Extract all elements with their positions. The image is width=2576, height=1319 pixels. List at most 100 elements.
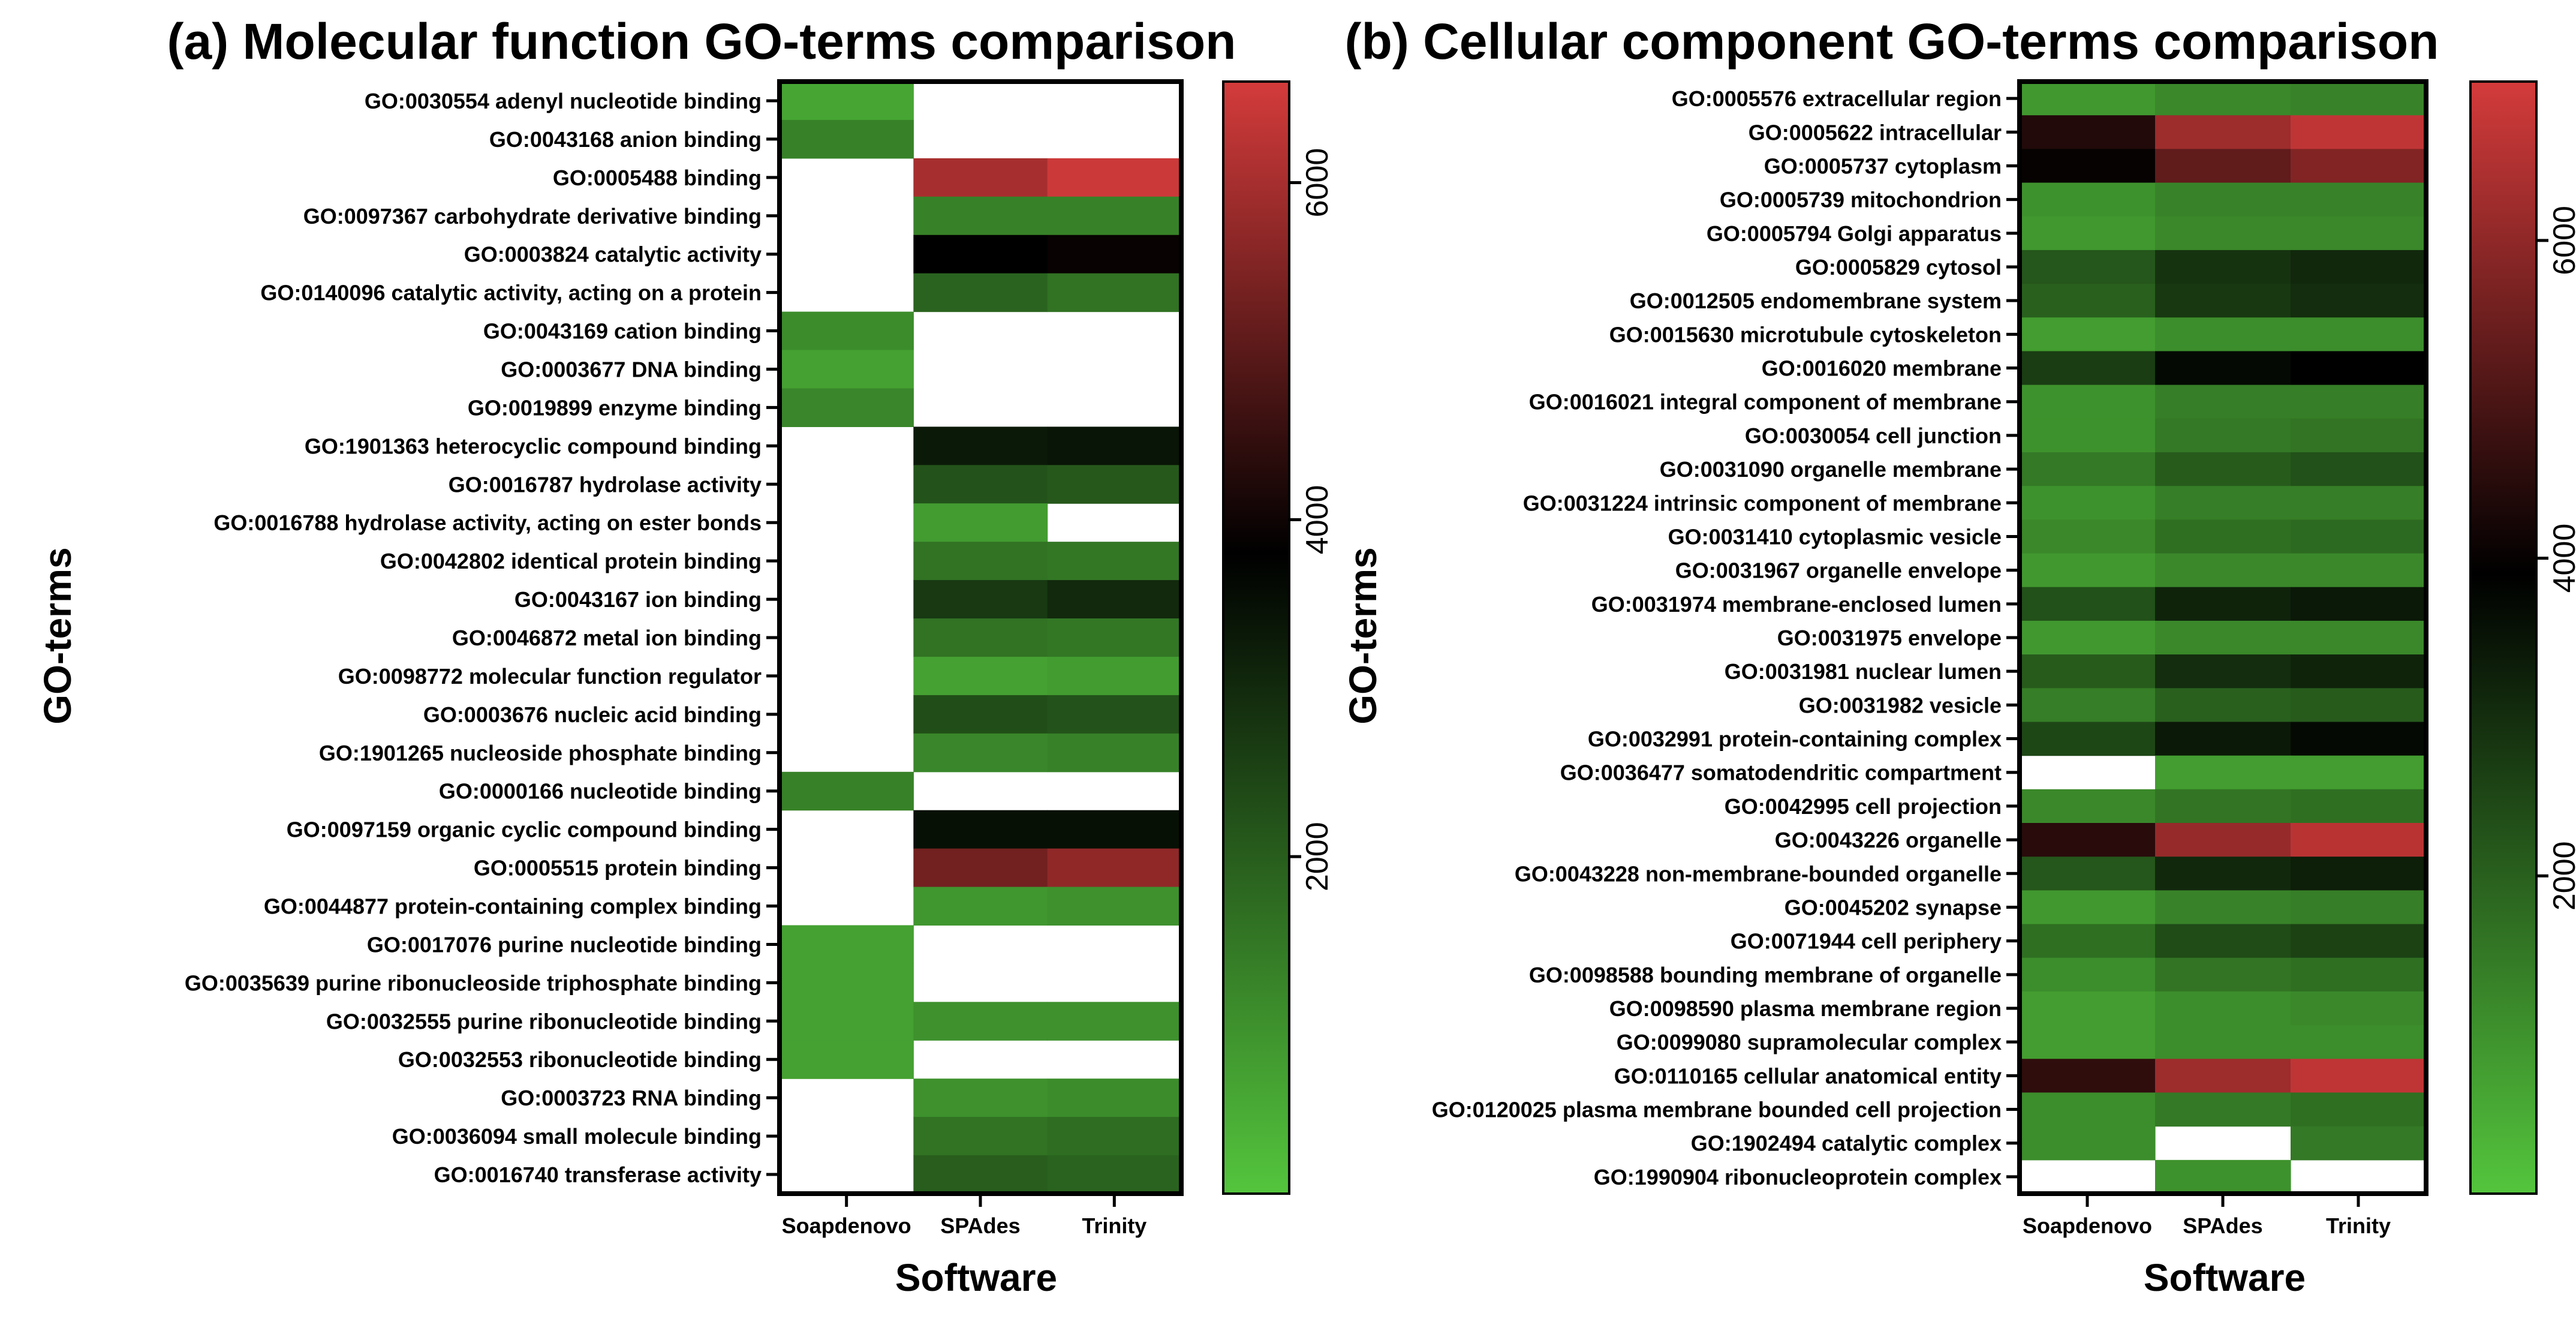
heatmap-cell bbox=[2155, 1059, 2291, 1093]
heatmap-cell bbox=[913, 810, 1048, 849]
heatmap-cell bbox=[780, 1002, 914, 1041]
row-label: GO:0016021 integral component of membran… bbox=[1529, 390, 2002, 414]
heatmap-cell bbox=[913, 273, 1048, 313]
heatmap-cell bbox=[2155, 486, 2291, 520]
heatmap-cell bbox=[2020, 991, 2156, 1026]
heatmap-cell bbox=[2155, 149, 2291, 184]
colorbar-tick-label: 4000 bbox=[1300, 485, 1335, 555]
heatmap-cell bbox=[2020, 486, 2156, 520]
heatmap-cell bbox=[2291, 924, 2427, 959]
heatmap-cell bbox=[913, 542, 1048, 581]
column-label: SPAdes bbox=[2183, 1213, 2262, 1238]
panel-b: (b) Cellular component GO-terms comparis… bbox=[1341, 13, 2576, 1299]
heatmap-cell bbox=[2020, 722, 2156, 756]
heatmap-cell bbox=[780, 388, 914, 427]
heatmap-cell bbox=[2291, 587, 2427, 621]
heatmap-cell bbox=[2155, 789, 2291, 824]
heatmap-cell bbox=[2291, 688, 2427, 723]
column-label: Trinity bbox=[1082, 1213, 1146, 1238]
colorbar-gradient bbox=[1223, 82, 1289, 1194]
heatmap-cell bbox=[2020, 519, 2156, 554]
row-label: GO:1901363 heterocyclic compound binding bbox=[305, 434, 762, 458]
heatmap-cell bbox=[2291, 149, 2427, 184]
heatmap-cell bbox=[2020, 587, 2156, 621]
heatmap-cell bbox=[1047, 1117, 1182, 1156]
row-label: GO:0071944 cell periphery bbox=[1731, 929, 2002, 954]
heatmap-cell bbox=[2291, 250, 2427, 284]
heatmap-cell bbox=[2155, 250, 2291, 284]
heatmap-cell bbox=[2291, 857, 2427, 891]
heatmap-cell bbox=[2291, 284, 2427, 318]
heatmap-cell bbox=[913, 196, 1048, 236]
row-label: GO:0042995 cell projection bbox=[1725, 794, 2002, 819]
heatmap-cell bbox=[2291, 115, 2427, 149]
row-label: GO:0005576 extracellular region bbox=[1672, 86, 2002, 111]
panel-a-title: (a) Molecular function GO-terms comparis… bbox=[167, 13, 1236, 70]
heatmap-cell bbox=[2020, 250, 2156, 284]
row-label: GO:0003824 catalytic activity bbox=[464, 242, 762, 267]
row-label: GO:1902494 catalytic complex bbox=[1691, 1131, 2002, 1156]
heatmap-cell bbox=[2020, 149, 2156, 184]
heatmap-cell bbox=[2291, 418, 2427, 453]
row-label: GO:0005488 binding bbox=[553, 166, 762, 190]
row-label: GO:0032991 protein-containing complex bbox=[1588, 727, 2002, 752]
heatmap-cell bbox=[780, 925, 914, 965]
heatmap-cell bbox=[2291, 957, 2427, 992]
heatmap-cell bbox=[2155, 115, 2291, 149]
heatmap-cell bbox=[913, 1002, 1048, 1041]
row-label: GO:0120025 plasma membrane bounded cell … bbox=[1432, 1098, 2002, 1122]
row-label: GO:0005737 cytoplasm bbox=[1764, 154, 2002, 178]
panel-b-xlabel: Software bbox=[2144, 1256, 2306, 1299]
heatmap-cell bbox=[2020, 1092, 2156, 1127]
heatmap-cell bbox=[2291, 384, 2427, 419]
heatmap-cell bbox=[2155, 452, 2291, 486]
heatmap-cell bbox=[2020, 1025, 2156, 1059]
heatmap-cell bbox=[913, 580, 1048, 619]
heatmap-cell bbox=[2020, 789, 2156, 824]
row-label: GO:0098588 bounding membrane of organell… bbox=[1529, 963, 2002, 987]
row-label: GO:0016740 transferase activity bbox=[434, 1162, 762, 1187]
heatmap-cell bbox=[913, 1117, 1048, 1156]
heatmap-cell bbox=[2155, 1025, 2291, 1059]
row-label: GO:0036094 small molecule binding bbox=[392, 1124, 762, 1149]
row-label: GO:0110165 cellular anatomical entity bbox=[1614, 1063, 2002, 1088]
heatmap-cell bbox=[2155, 384, 2291, 419]
heatmap-cell bbox=[780, 350, 914, 389]
heatmap-cell bbox=[913, 426, 1048, 465]
heatmap-cell bbox=[1047, 848, 1182, 888]
row-label: GO:0016788 hydrolase activity, acting on… bbox=[213, 510, 762, 535]
heatmap-cell bbox=[2155, 755, 2291, 790]
colorbar-frame bbox=[2469, 80, 2538, 1195]
heatmap-cell bbox=[2020, 857, 2156, 891]
heatmap-cell bbox=[1047, 542, 1182, 581]
row-label: GO:0016020 membrane bbox=[1762, 356, 2002, 381]
heatmap-cell bbox=[2291, 1126, 2427, 1161]
heatmap-cell bbox=[2291, 182, 2427, 217]
heatmap-cell bbox=[2155, 587, 2291, 621]
heatmap-cell bbox=[2291, 452, 2427, 486]
row-label: GO:0045202 synapse bbox=[1784, 895, 2002, 920]
heatmap-cell bbox=[2020, 957, 2156, 992]
heatmap-cell bbox=[780, 1040, 914, 1079]
heatmap-cell bbox=[2020, 452, 2156, 486]
column-label: Soapdenovo bbox=[2023, 1213, 2152, 1238]
heatmap-cell bbox=[780, 771, 914, 811]
heatmap-cell bbox=[913, 465, 1048, 504]
row-label: GO:0005794 Golgi apparatus bbox=[1707, 221, 2002, 246]
row-label: GO:0005515 protein binding bbox=[474, 856, 762, 881]
row-label: GO:0031982 vesicle bbox=[1799, 693, 2002, 717]
heatmap-cell bbox=[780, 963, 914, 1002]
heatmap-cell bbox=[2291, 755, 2427, 790]
row-label: GO:0097159 organic cyclic compound bindi… bbox=[287, 818, 762, 842]
heatmap-cell bbox=[2020, 553, 2156, 588]
heatmap-cell bbox=[2155, 654, 2291, 689]
heatmap-cell bbox=[2291, 216, 2427, 251]
heatmap-cell bbox=[1047, 580, 1182, 619]
heatmap-cell bbox=[2155, 317, 2291, 352]
heatmap-cell bbox=[1047, 1155, 1182, 1194]
heatmap-cell bbox=[2291, 553, 2427, 588]
heatmap-cell bbox=[2291, 789, 2427, 824]
colorbar-tick-label: 6000 bbox=[1300, 148, 1335, 218]
row-label: GO:0012505 endomembrane system bbox=[1630, 289, 2002, 313]
